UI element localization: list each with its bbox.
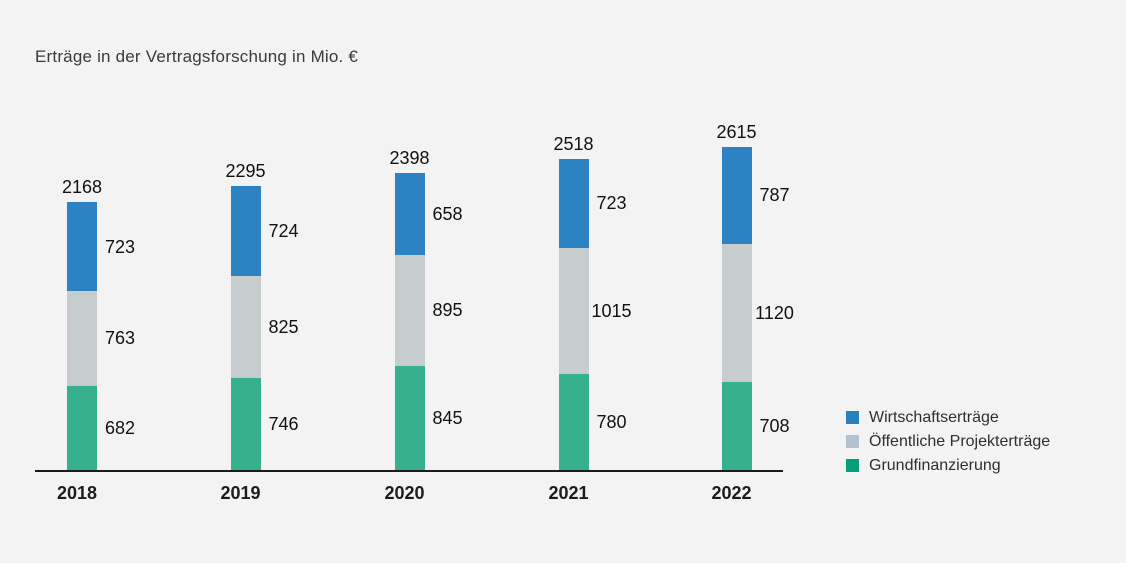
total-value-label: 2398: [389, 148, 430, 169]
total-value-label: 2518: [553, 133, 594, 154]
legend-label: Grundfinanzierung: [869, 456, 1001, 474]
segment-value-label: 723: [596, 193, 627, 214]
segment-value-label: 763: [104, 328, 136, 349]
segment-value-label: 724: [268, 220, 299, 241]
x-axis-label-2021: 2021: [548, 483, 589, 503]
bar-segment-2019-Öffentliche Projekterträge: [230, 275, 261, 378]
legend-item-wirtschaftsertraege: Wirtschaftserträge: [846, 409, 1050, 426]
x-axis-label-2018: 2018: [56, 483, 98, 503]
bar-segment-2022-Wirtschaftserträge: [721, 146, 752, 244]
total-value-label: 2615: [716, 121, 757, 142]
bar-segment-2022-Grundfinanzierung: [721, 382, 752, 470]
segment-value-label: 1120: [755, 303, 794, 324]
bar-segment-2020-Öffentliche Projekterträge: [394, 254, 425, 366]
bar-segment-2020-Wirtschaftserträge: [394, 173, 425, 255]
segment-value-label: 1015: [591, 300, 632, 321]
bar-segment-2020-Grundfinanzierung: [394, 365, 425, 470]
legend-label: Wirtschaftserträge: [869, 408, 999, 426]
x-axis-label-2020: 2020: [384, 483, 425, 503]
legend-label: Öffentliche Projekterträge: [869, 432, 1051, 450]
bar-segment-2021-Wirtschaftserträge: [558, 158, 589, 249]
legend-item-oeffentliche-projektertraege: Öffentliche Projekterträge: [846, 433, 1050, 450]
bar-segment-2018-Öffentliche Projekterträge: [67, 291, 97, 386]
bar-segment-2018-Grundfinanzierung: [67, 385, 97, 470]
total-value-label: 2295: [225, 161, 266, 182]
bar-segment-2018-Wirtschaftserträge: [67, 201, 97, 292]
chart-title: Erträge in der Vertragsforschung in Mio.…: [35, 47, 359, 66]
segment-value-label: 723: [104, 236, 136, 257]
bar-segment-2022-Öffentliche Projekterträge: [721, 243, 752, 383]
segment-value-label: 658: [432, 204, 463, 225]
segment-value-label: 708: [759, 416, 790, 437]
x-axis-label-2019: 2019: [220, 483, 261, 503]
bar-segment-2019-Wirtschaftserträge: [230, 186, 261, 276]
total-value-label: 2168: [61, 176, 103, 197]
bar-segment-2021-Öffentliche Projekterträge: [558, 248, 589, 374]
segment-value-label: 780: [596, 411, 627, 432]
segment-value-label: 845: [432, 407, 463, 428]
segment-value-label: 746: [268, 413, 299, 434]
x-axis-label-2022: 2022: [711, 483, 752, 503]
x-axis-line: [35, 470, 783, 472]
segment-value-label: 787: [759, 185, 790, 206]
legend-swatch-blue-icon: [846, 411, 859, 424]
legend-item-grundfinanzierung: Grundfinanzierung: [846, 457, 1050, 474]
segment-value-label: 895: [432, 300, 463, 321]
legend-swatch-green-icon: [846, 459, 859, 472]
bar-segment-2019-Grundfinanzierung: [230, 377, 261, 470]
segment-value-label: 682: [104, 417, 136, 438]
chart-legend: Wirtschaftserträge Öffentliche Projekter…: [846, 409, 1050, 481]
segment-value-label: 825: [268, 316, 299, 337]
legend-swatch-gray-icon: [846, 435, 859, 448]
bar-segment-2021-Grundfinanzierung: [558, 373, 589, 470]
